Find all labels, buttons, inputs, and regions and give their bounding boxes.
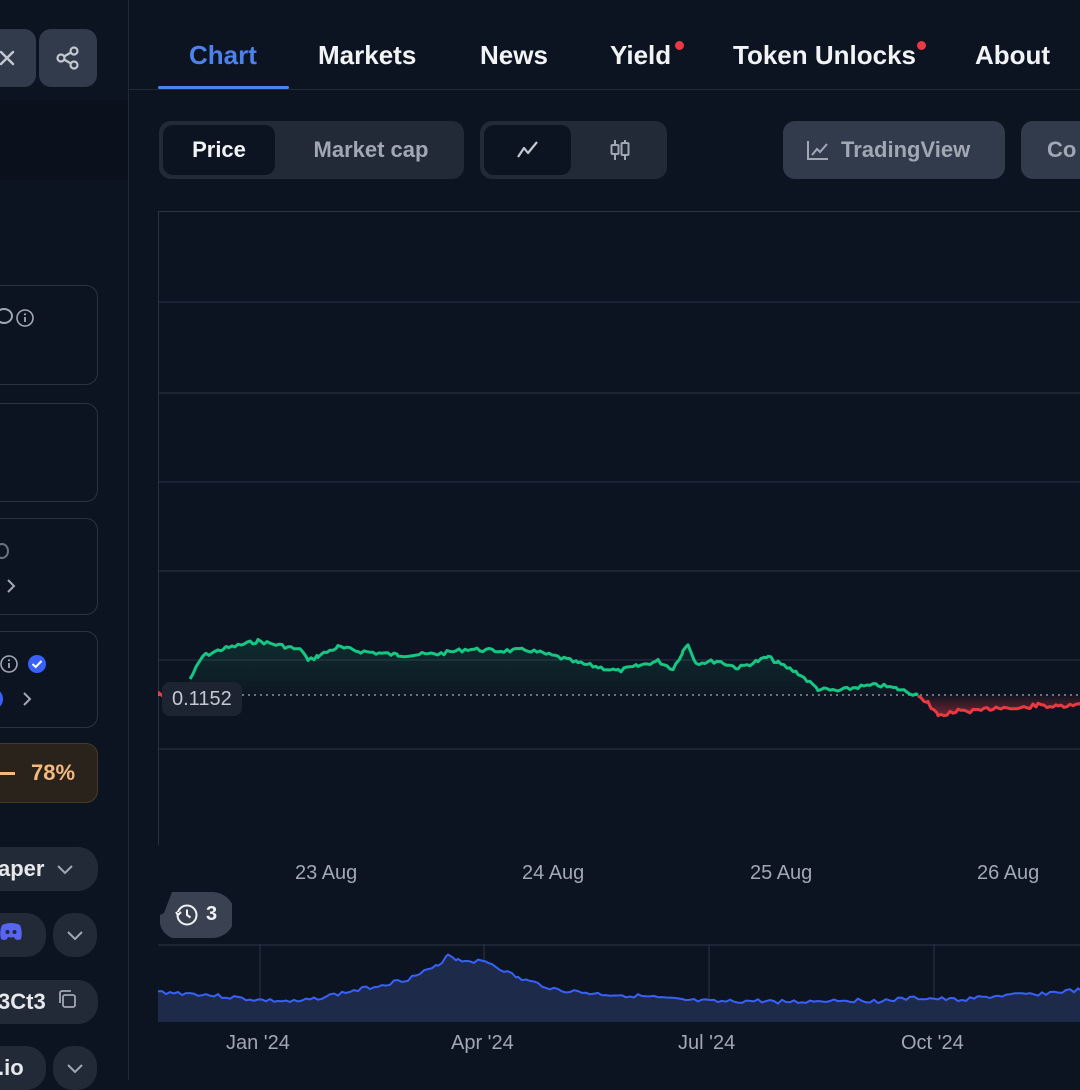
x-axis-tick: 23 Aug bbox=[295, 862, 358, 884]
chevron-down-icon bbox=[56, 856, 74, 882]
compare-label: Co bbox=[1047, 137, 1077, 162]
minimap-tick: Jan '24 bbox=[226, 1032, 290, 1054]
chevron-down-icon bbox=[66, 922, 84, 948]
tab-token-unlocks-dot bbox=[917, 41, 926, 50]
tradingview-button[interactable]: TradingView bbox=[783, 121, 1005, 179]
verified-badge-icon bbox=[27, 654, 47, 679]
price-chart-frame bbox=[158, 211, 1080, 845]
tab-active-underline bbox=[158, 86, 289, 89]
history-events-flag[interactable]: 3 bbox=[159, 892, 235, 943]
price-chart[interactable] bbox=[158, 211, 1080, 844]
tradingview-label: TradingView bbox=[841, 137, 971, 162]
line-chart-icon[interactable] bbox=[484, 125, 571, 175]
minimap-line bbox=[158, 953, 1080, 1005]
minimap-tick: Apr '24 bbox=[451, 1032, 514, 1054]
x-axis-tick: 26 Aug bbox=[977, 862, 1040, 884]
share-icon[interactable] bbox=[39, 29, 97, 87]
x-axis-tick: 24 Aug bbox=[522, 862, 585, 884]
chart-gridlines bbox=[158, 301, 1080, 750]
more-links-button[interactable] bbox=[53, 913, 97, 957]
info-icon-partial bbox=[0, 543, 9, 559]
contract-label: 3Ct3 bbox=[0, 989, 46, 1014]
price-up-line bbox=[188, 638, 919, 697]
contract-pill[interactable]: 3Ct3 bbox=[0, 980, 98, 1024]
price-down-line bbox=[917, 694, 1080, 718]
website-label: .io bbox=[0, 1055, 24, 1080]
compare-button[interactable]: Co bbox=[1021, 121, 1080, 179]
history-count: 3 bbox=[206, 903, 218, 925]
marketcap-toggle[interactable]: Market cap bbox=[313, 137, 429, 162]
sentiment-bar: 78% bbox=[0, 743, 98, 803]
discord-button[interactable] bbox=[0, 913, 46, 957]
sentiment-line bbox=[0, 772, 15, 775]
close-icon[interactable] bbox=[0, 29, 36, 87]
stat-card-4 bbox=[0, 631, 98, 728]
info-icon[interactable] bbox=[0, 654, 19, 679]
tab-about[interactable]: About bbox=[975, 40, 1051, 70]
stat-card-3 bbox=[0, 518, 98, 615]
discord-icon bbox=[0, 922, 24, 948]
sidebar: 78% aper 3Ct3 .io bbox=[0, 0, 129, 1090]
tab-yield-dot bbox=[675, 41, 684, 50]
website-pill[interactable]: .io bbox=[0, 1046, 46, 1090]
tab-divider bbox=[129, 89, 1080, 90]
badge-partial bbox=[0, 690, 3, 708]
info-icon[interactable] bbox=[15, 308, 35, 333]
sidebar-header-strip bbox=[0, 100, 128, 180]
partial-glyph bbox=[0, 308, 13, 324]
minimap-tick: Oct '24 bbox=[901, 1032, 964, 1054]
tab-news[interactable]: News bbox=[480, 40, 548, 70]
more-websites-button[interactable] bbox=[53, 1046, 97, 1090]
current-price-tag: 0.1152 bbox=[162, 682, 242, 716]
chevron-right-icon[interactable] bbox=[21, 690, 33, 713]
minimap-area bbox=[158, 954, 1080, 1022]
x-axis-tick: 25 Aug bbox=[750, 862, 813, 884]
tab-yield[interactable]: Yield bbox=[610, 40, 672, 70]
candlestick-icon[interactable] bbox=[577, 125, 663, 175]
dropdown-pill[interactable]: aper bbox=[0, 847, 98, 891]
history-icon bbox=[175, 904, 198, 926]
stat-card-2 bbox=[0, 403, 98, 502]
tab-chart[interactable]: Chart bbox=[189, 40, 257, 70]
chevron-down-icon bbox=[66, 1055, 84, 1081]
copy-icon[interactable] bbox=[56, 988, 78, 1016]
range-minimap[interactable] bbox=[158, 944, 1080, 1022]
minimap-tick: Jul '24 bbox=[678, 1032, 736, 1054]
chevron-right-icon[interactable] bbox=[5, 577, 17, 600]
tab-token-unlocks[interactable]: Token Unlocks bbox=[733, 40, 917, 70]
tab-markets[interactable]: Markets bbox=[318, 40, 417, 70]
chart-type-toggle bbox=[480, 121, 667, 179]
chart-line-icon bbox=[805, 138, 831, 162]
sentiment-percent: 78% bbox=[31, 760, 76, 785]
price-toggle[interactable]: Price bbox=[163, 125, 275, 175]
stat-card-1 bbox=[0, 285, 98, 385]
dropdown-label: aper bbox=[0, 856, 45, 881]
price-down-area bbox=[918, 695, 1080, 716]
price-marketcap-toggle: Price Market cap bbox=[159, 121, 464, 179]
